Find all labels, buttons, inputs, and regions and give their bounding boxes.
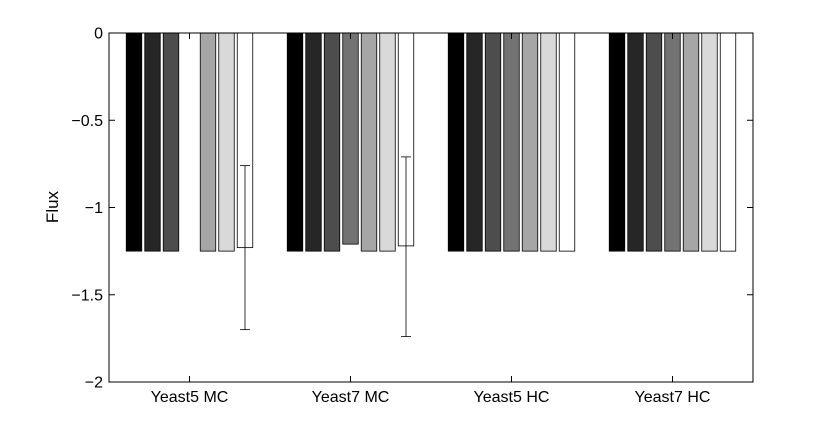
bar-yeast7-hc-series-1: [608, 32, 626, 252]
bar-yeast7-hc-series-5: [682, 32, 700, 252]
y-tick-label: −2: [85, 375, 103, 392]
bar-yeast5-mc-series-5: [199, 32, 217, 252]
x-tick-label: Yeast7 MC: [312, 389, 390, 406]
bar-yeast7-hc-series-2: [627, 32, 644, 252]
bar-yeast5-hc-series-6: [540, 32, 557, 252]
bar-yeast7-mc-series-3: [323, 32, 341, 252]
bar-yeast5-hc-series-2: [466, 32, 483, 252]
bar-yeast7-mc-series-2: [305, 32, 322, 252]
bar-yeast7-mc-series-4: [342, 32, 359, 245]
bars-layer: [125, 32, 737, 252]
bar-yeast7-mc-series-1: [286, 32, 304, 252]
axis-ticks-layer: 0 −0.5 −1 −1.5 −2 Yeast5 MC Yeast7 MC Yeast5 HC…: [71, 26, 753, 406]
bar-yeast7-hc-series-4: [664, 32, 681, 252]
y-axis-label: Flux: [43, 190, 62, 223]
x-tick-label: Yeast5 HC: [474, 389, 550, 406]
bar-yeast7-hc-series-7: [719, 32, 737, 252]
bar-yeast5-hc-series-5: [521, 32, 539, 252]
bar-yeast5-mc-series-2: [144, 32, 161, 252]
error-bars-layer: [240, 156, 411, 338]
bar-yeast5-mc-series-1: [125, 32, 143, 252]
error-bar-1: [240, 165, 250, 331]
bar-yeast5-hc-series-3: [484, 32, 502, 252]
bar-yeast7-mc-series-5: [360, 32, 378, 252]
bar-yeast5-mc-series-3: [162, 32, 180, 252]
y-tick-label: 0: [94, 26, 103, 43]
bar-yeast5-hc-series-4: [503, 32, 520, 252]
bar-yeast7-hc-series-3: [645, 32, 663, 252]
y-tick-label: −0.5: [71, 113, 103, 130]
x-tick-label: Yeast7 HC: [635, 389, 711, 406]
bar-yeast7-mc-series-6: [379, 32, 396, 252]
bar-yeast7-hc-series-6: [701, 32, 718, 252]
x-tick-label: Yeast5 MC: [151, 389, 229, 406]
y-tick-label: −1.5: [71, 287, 103, 304]
error-bar-2: [401, 156, 411, 338]
y-tick-label: −1: [85, 200, 103, 217]
bar-yeast5-mc-series-6: [218, 32, 235, 252]
bar-yeast5-hc-series-7: [558, 32, 576, 252]
bar-yeast5-hc-series-1: [447, 32, 465, 252]
